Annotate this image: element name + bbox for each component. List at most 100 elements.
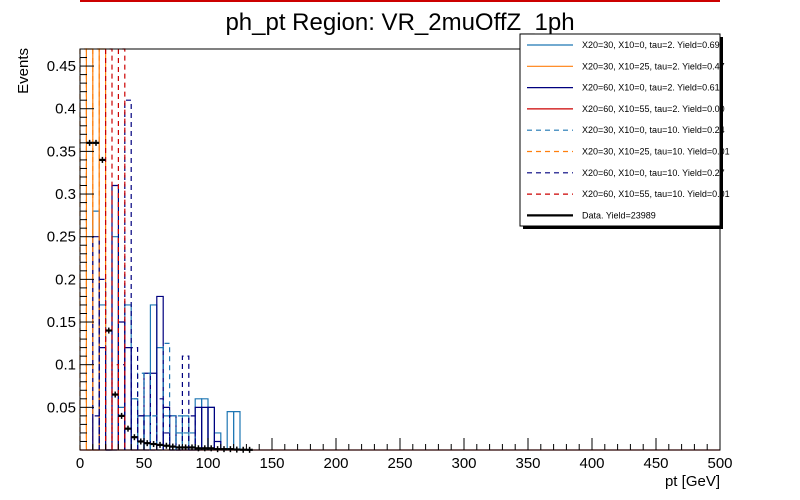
y-tick-label-0: 0.05: [47, 399, 76, 416]
series-7-bin-1: [111, 364, 119, 450]
series-4-bin-2: [143, 372, 151, 450]
svg-text:X20=60, X10=0, tau=10. Yield=0: X20=60, X10=0, tau=10. Yield=0.27: [582, 168, 725, 178]
svg-text:X20=30, X10=0, tau=2. Yield=0.: X20=30, X10=0, tau=2. Yield=0.69: [582, 40, 720, 50]
data-point-22: [227, 446, 234, 453]
svg-text:X20=60, X10=0, tau=2. Yield=0.: X20=60, X10=0, tau=2. Yield=0.61: [582, 83, 720, 93]
data-point-20: [214, 446, 221, 453]
data-point-1: [92, 139, 100, 146]
data-point-2: [99, 156, 106, 163]
x-tick-label-4: 200: [323, 455, 348, 472]
series-6-bin-10: [156, 398, 164, 450]
y-tick-label-4: 0.25: [47, 229, 76, 246]
legend-entry-5: X20=30, X10=25, tau=10. Yield=0.01: [527, 147, 730, 157]
series-0-bin-17: [201, 398, 209, 450]
legend-entry-8: Data. Yield=23989: [527, 210, 656, 220]
data-point-15: [182, 444, 189, 451]
x-tick-label-0: 0: [76, 455, 84, 472]
data-point-0: [86, 139, 93, 146]
legend-entry-0: X20=30, X10=0, tau=2. Yield=0.69: [527, 40, 720, 50]
series-7-bin-0: [105, 48, 113, 450]
legend-entry-2: X20=60, X10=0, tau=2. Yield=0.61: [527, 83, 720, 93]
svg-text:X20=30, X10=25, tau=10. Yield=: X20=30, X10=25, tau=10. Yield=0.01: [582, 147, 730, 157]
series-6-bin-7: [137, 415, 145, 450]
series-6-bin-11: [162, 432, 171, 450]
series-6-bin-0: [92, 415, 100, 450]
axes-layer: 0 50 100 150 200 250 300 350 400 450 500 0.05 0.1 0.1…: [47, 57, 733, 472]
data-point-14: [176, 444, 183, 451]
x-axis-label: pt [GeV]: [665, 473, 720, 490]
series-0-bin-9: [149, 304, 158, 450]
series-4-bin-5: [162, 342, 171, 450]
data-point-3: [105, 327, 112, 334]
y-tick-label-3: 0.2: [55, 271, 76, 288]
series-2-bin-0: [92, 236, 100, 450]
series-2-bin-10: [156, 295, 164, 450]
series-2-bin-8: [143, 372, 151, 450]
series-2-bin-5: [124, 347, 132, 450]
series-2-bin-4: [117, 321, 126, 450]
x-tick-label-8: 400: [579, 455, 604, 472]
series-7-bin-2: [117, 48, 126, 450]
legend-entry-1: X20=30, X10=25, tau=2. Yield=0.47: [527, 61, 725, 71]
series-2-bin-3: [111, 184, 119, 450]
svg-text:Data. Yield=23989: Data. Yield=23989: [582, 210, 656, 220]
series-0-bin-22: [233, 411, 241, 450]
data-point-21: [220, 446, 228, 453]
data-point-4: [112, 391, 119, 398]
y-tick-label-8: 0.45: [47, 58, 76, 75]
series-6-bin-14: [181, 355, 190, 450]
svg-text:X20=60, X10=55, tau=2. Yield=0: X20=60, X10=55, tau=2. Yield=0.00: [582, 104, 725, 114]
x-tick-label-5: 250: [387, 455, 412, 472]
series-0: [92, 210, 241, 451]
series-0-bin-1: [98, 304, 107, 450]
legend-entry-4: X20=30, X10=0, tau=10. Yield=0.24: [527, 125, 725, 135]
series-2-bin-9: [149, 372, 158, 450]
x-tick-label-9: 450: [643, 455, 668, 472]
data-point-9: [144, 440, 151, 447]
series-0-bin-0: [92, 210, 100, 450]
series-4-bin-8: [181, 432, 190, 450]
legend-entry-3: X20=60, X10=55, tau=2. Yield=0.00: [527, 104, 725, 114]
series-0-bin-3: [111, 236, 119, 450]
x-tick-label-10: 500: [707, 455, 732, 472]
series-4-bin-7: [175, 415, 183, 450]
x-tick-label-1: 50: [136, 455, 153, 472]
data-point-8: [137, 438, 144, 445]
series-4-bin-3: [149, 415, 158, 450]
x-tick-label-2: 100: [195, 455, 220, 472]
series-6-bin-5: [124, 99, 132, 450]
legend-entry-7: X20=60, X10=55, tau=10. Yield=0.01: [527, 189, 730, 199]
series-2-bin-7: [137, 415, 145, 450]
series-7: [105, 48, 126, 450]
series-0-bin-21: [226, 411, 235, 450]
y-tick-label-5: 0.3: [55, 186, 76, 203]
series-0-bin-6: [130, 398, 139, 450]
y-tick-label-1: 0.1: [55, 357, 76, 374]
series-2-bin-1: [98, 347, 107, 450]
y-tick-label-7: 0.4: [55, 101, 76, 118]
series-2-bin-16: [194, 406, 203, 450]
series-4-bin-6: [169, 415, 177, 450]
data-point-7: [131, 434, 138, 441]
series-4-bin-0: [130, 398, 139, 450]
data-point-11: [156, 441, 164, 448]
series-1-bin-2: [98, 48, 107, 450]
data-point-12: [163, 442, 170, 449]
data-point-13: [169, 443, 176, 450]
svg-text:X20=60, X10=55, tau=10. Yield=: X20=60, X10=55, tau=10. Yield=0.01: [582, 189, 730, 199]
y-tick-label-2: 0.15: [47, 314, 76, 331]
series-5-bin-2: [92, 48, 100, 450]
series-2-bin-18: [207, 406, 215, 450]
series-6: [92, 99, 202, 451]
series-0-bin-16: [194, 398, 203, 450]
series-6-bin-15: [188, 415, 196, 450]
data-point-5: [118, 412, 125, 419]
series-4: [130, 342, 196, 451]
svg-text:X20=30, X10=25, tau=2. Yield=0: X20=30, X10=25, tau=2. Yield=0.47: [582, 61, 725, 71]
data-point-6: [124, 425, 132, 432]
legend-entry-6: X20=60, X10=0, tau=10. Yield=0.27: [527, 168, 725, 178]
x-tick-label-6: 300: [451, 455, 476, 472]
chart-title: ph_pt Region: VR_2muOffZ_1ph: [225, 9, 574, 36]
y-tick-label-6: 0.35: [47, 143, 76, 160]
